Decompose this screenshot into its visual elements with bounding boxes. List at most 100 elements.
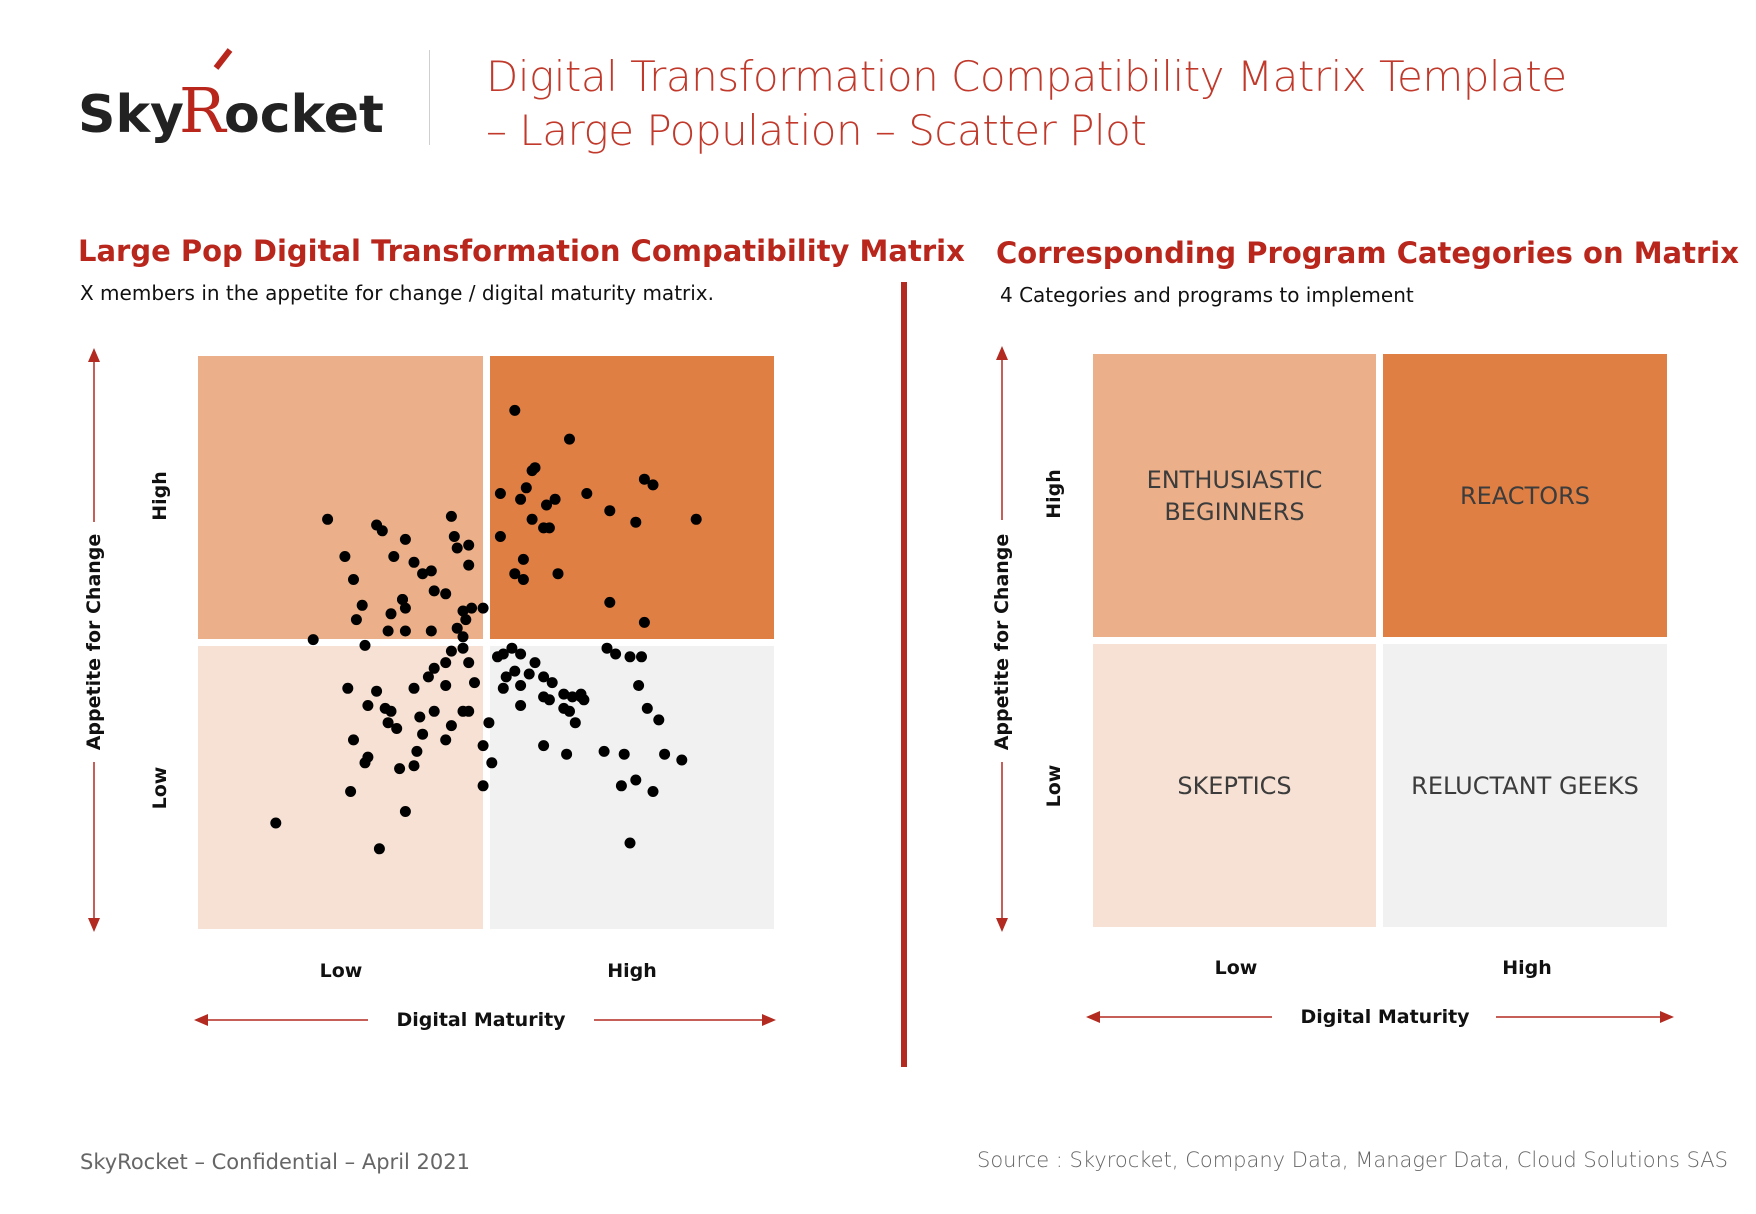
scatter-point [541, 499, 552, 511]
scatter-point [564, 433, 575, 445]
scatter-point [339, 551, 351, 562]
scatter-point [448, 531, 460, 542]
scatter-point [526, 513, 538, 525]
scatter-point [422, 671, 434, 683]
scatter-point [469, 677, 480, 689]
footer-confidential: SkyRocket – Confidential – April 2021 [80, 1150, 470, 1174]
scatter-point [506, 642, 518, 654]
right-quadrant-bottom-left: SKEPTICS [1093, 644, 1376, 927]
scatter-point [270, 817, 282, 829]
scatter-point [509, 404, 521, 416]
scatter-point [417, 728, 429, 740]
scatter-point [538, 691, 550, 703]
scatter-point [382, 625, 394, 637]
scatter-point [538, 740, 550, 752]
scatter-point [638, 473, 650, 485]
scatter-point [451, 542, 463, 554]
left-y-axis-arrow [88, 348, 100, 932]
right-quadrant-bottom-right: RELUCTANT GEEKS [1383, 644, 1667, 927]
scatter-point [445, 645, 457, 657]
scatter-point [408, 682, 420, 694]
logo-text-r: R [179, 74, 228, 146]
scatter-point [440, 734, 452, 746]
scatter-point [457, 631, 469, 643]
logo-text-sky: Sky [78, 85, 184, 145]
scatter-point [350, 614, 362, 626]
scatter-point [385, 705, 397, 717]
scatter-point [552, 568, 564, 580]
right-x-axis-label: Digital Maturity [1300, 1006, 1470, 1028]
left-quadrant-bottom-right [490, 646, 774, 929]
scatter-point [615, 780, 627, 792]
scatter-point [486, 757, 498, 769]
scatter-point [564, 705, 575, 717]
scatter-point [497, 682, 509, 694]
scatter-point [515, 680, 527, 691]
left-x-axis-arrow [194, 1014, 776, 1026]
scatter-point [385, 608, 397, 620]
scatter-point [630, 516, 642, 528]
scatter-point [445, 510, 457, 522]
quadrant-label-reactors: REACTORS [1459, 481, 1591, 510]
right-panel-title: Corresponding Program Categories on Matr… [996, 236, 1739, 270]
scatter-point [391, 723, 403, 734]
scatter-point [408, 760, 420, 772]
quadrant-label-reluctant-geeks: RELUCTANT GEEKS [1411, 771, 1639, 800]
scatter-point [538, 671, 550, 683]
scatter-point [373, 843, 385, 855]
left-y-tick-low: Low [149, 766, 171, 810]
logo-accent-mark [213, 48, 233, 70]
right-quadrant-top-left: ENTHUSIASTIC BEGINNERS [1093, 354, 1376, 637]
scatter-point [460, 614, 472, 626]
scatter-point [440, 657, 452, 669]
scatter-point [676, 754, 688, 766]
scatter-point [517, 553, 529, 565]
scatter-point [362, 700, 374, 711]
scatter-point [546, 677, 558, 689]
scatter-point [515, 493, 527, 505]
scatter-point [618, 748, 630, 760]
scatter-point [428, 585, 440, 597]
left-x-axis-label: Digital Maturity [396, 1009, 566, 1031]
scatter-point [601, 642, 613, 654]
scatter-point [636, 651, 647, 663]
left-y-tick-high: High [149, 471, 171, 521]
scatter-point [604, 596, 616, 608]
scatter-point [408, 556, 420, 568]
scatter-point [515, 648, 527, 660]
footer-source: Source : Skyrocket, Company Data, Manage… [976, 1148, 1728, 1172]
scatter-point [411, 745, 423, 757]
scatter-point [457, 605, 469, 617]
scatter-point [653, 714, 665, 726]
scatter-point [428, 662, 440, 674]
scatter-point [399, 625, 411, 637]
page-title-line-2: – Large Population – Scatter Plot [486, 106, 1147, 155]
scatter-point [598, 745, 610, 757]
scatter-point [463, 657, 475, 669]
scatter-point [483, 717, 495, 729]
scatter-point [575, 688, 587, 700]
scatter-point [399, 533, 411, 545]
scatter-point [497, 648, 509, 660]
scatter-point [529, 657, 541, 669]
scatter-point [561, 748, 573, 760]
logo-text-ocket: ocket [224, 85, 384, 145]
scatter-point [517, 574, 529, 585]
scatter-point [463, 559, 475, 571]
scatter-point [659, 748, 671, 760]
scatter-point [647, 479, 659, 491]
scatter-point [624, 651, 636, 663]
scatter-point [509, 665, 521, 677]
quadrant-label-line-2: BEGINNERS [1164, 497, 1305, 526]
scatter-point [477, 602, 489, 614]
right-x-tick-low: Low [1214, 957, 1258, 979]
scatter-point [397, 594, 408, 605]
scatter-point [307, 634, 319, 646]
scatter-point [382, 717, 394, 729]
scatter-point [690, 513, 702, 525]
scatter-point [348, 574, 359, 585]
scatter-point [604, 505, 616, 517]
scatter-point [399, 602, 411, 614]
scatter-point [425, 625, 437, 637]
